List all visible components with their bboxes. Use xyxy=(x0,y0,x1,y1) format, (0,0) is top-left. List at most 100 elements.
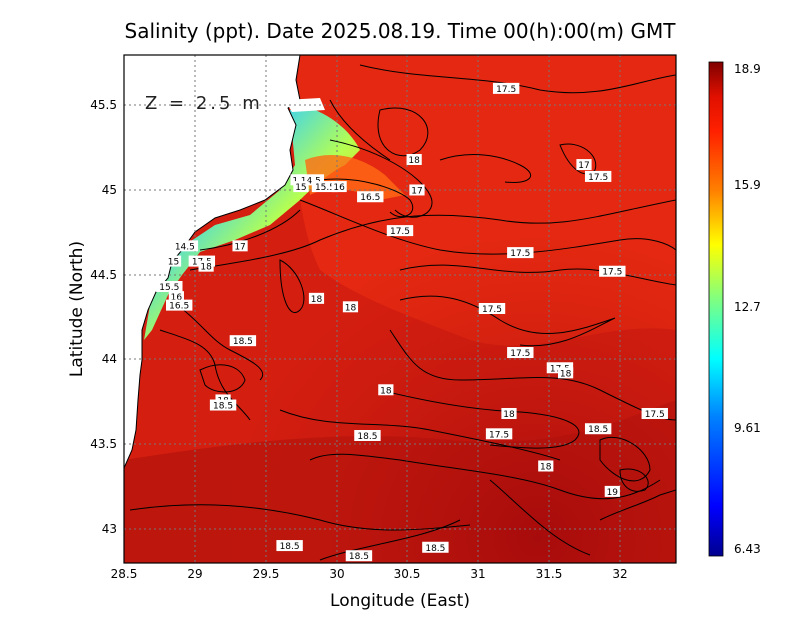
contour-label-text: 16 xyxy=(333,183,345,193)
contour-label-text: 18 xyxy=(503,410,515,420)
contour-label-text: 17.5 xyxy=(489,430,509,440)
contour-label-box xyxy=(641,407,668,419)
y-tick-label: 44 xyxy=(102,352,117,366)
contour-label-text: 18.5 xyxy=(280,542,300,552)
colorbar-label: 18.9 xyxy=(734,62,761,76)
depth-label: Z = 2.5 m xyxy=(145,93,263,114)
contour-label-box xyxy=(378,384,394,396)
contour-label-box xyxy=(297,174,325,186)
contour-label: 18 xyxy=(406,153,422,166)
contour-label-text: 18.5 xyxy=(425,544,445,554)
contour-label-text: 17.5 xyxy=(602,268,622,278)
colorbar-label: 12.7 xyxy=(734,300,761,314)
contour-label-text: 16.5 xyxy=(169,302,189,312)
contour-label-box xyxy=(507,347,534,359)
contour-label-box xyxy=(331,181,347,193)
contour-label-text: 18 xyxy=(540,462,552,472)
contour-label-text: 17 xyxy=(578,161,589,171)
contour-label: 18.5 xyxy=(229,335,257,347)
contour-label-text: 15 xyxy=(295,183,306,193)
contour-label-box xyxy=(229,335,257,347)
x-tick-label: 31.5 xyxy=(536,567,563,581)
contour-label: 17.5 xyxy=(492,82,520,95)
contour-label: 18.5 xyxy=(354,430,381,442)
contour-label-text: 18 xyxy=(311,295,323,305)
contour-label-text: 15.5 xyxy=(315,183,335,193)
x-tick-label: 29 xyxy=(187,567,202,581)
y-tick-label: 45 xyxy=(102,183,117,197)
contour-label: 16 xyxy=(331,181,347,193)
contour-label: 18.5 xyxy=(345,550,373,562)
contour-label: 14.5 xyxy=(297,174,325,186)
contour-label-text: 18.5 xyxy=(213,402,233,412)
contour-label-text: 18 xyxy=(345,303,357,313)
contour-label: 17.5 xyxy=(641,407,668,420)
contour-label-text: 17.5 xyxy=(510,349,530,359)
x-tick-label: 30.5 xyxy=(394,567,421,581)
contour-label-box xyxy=(345,550,373,562)
contour-label: 17 xyxy=(409,184,425,196)
contour-label: 17 xyxy=(232,240,248,252)
contour-label: 18 xyxy=(198,260,214,273)
contour-label: 18 xyxy=(538,460,554,472)
contour-label-box xyxy=(406,153,422,165)
chart-title: Salinity (ppt). Date 2025.08.19. Time 00… xyxy=(125,19,677,43)
contour-label: 16 xyxy=(168,291,184,303)
contour-label-text: 14.5 xyxy=(175,242,195,252)
colorbar: 18.9 15.9 12.7 9.61 6.43 xyxy=(708,61,761,557)
contour-label-text: 18.5 xyxy=(233,337,253,347)
contour-label-text: 15.5 xyxy=(159,283,179,293)
contour-label-box xyxy=(354,430,381,441)
contour-label-box xyxy=(342,301,359,313)
contour-label-text: 18 xyxy=(380,386,392,396)
y-axis: 43 43.5 44 44.5 45 45.5 xyxy=(90,98,117,536)
x-tick-label: 31 xyxy=(470,567,485,581)
contour-label-box xyxy=(558,367,574,379)
x-tick-label: 29.5 xyxy=(253,567,280,581)
grid-lines xyxy=(124,55,676,563)
contour-label-box xyxy=(209,399,237,411)
contour-label-box xyxy=(357,191,384,203)
contour-label-box xyxy=(584,170,612,182)
contour-label: 17.5 xyxy=(386,225,414,237)
contour-label-box xyxy=(171,240,199,252)
contour-label: 17 xyxy=(576,159,592,171)
contour-label-box xyxy=(166,299,193,311)
plot-frame xyxy=(123,54,677,564)
contour-label-text: 15 xyxy=(168,258,179,268)
colorbar-label: 15.9 xyxy=(734,178,761,192)
contour-label: 18 xyxy=(342,301,359,313)
contour-label: 19 xyxy=(604,485,620,498)
contour-label-box xyxy=(492,82,520,94)
contour-label-box xyxy=(604,485,620,497)
contour-label: 15.5 xyxy=(156,280,183,293)
contour-label: 14.5 xyxy=(171,240,199,252)
contour-label-box xyxy=(293,181,309,193)
contour-label-box xyxy=(599,265,626,277)
contour-label-box xyxy=(485,428,513,440)
contour-label-box xyxy=(584,423,612,435)
contour-label-box xyxy=(168,291,184,303)
colorbar-gradient xyxy=(708,61,724,557)
contour-label-text: 17.5 xyxy=(588,173,608,183)
contour-label-text: 18.5 xyxy=(588,425,608,435)
contour-label-box xyxy=(538,460,554,472)
contour-label-text: 17 xyxy=(234,242,245,252)
contour-label: 17.5 xyxy=(485,428,513,440)
contour-label-text: 18 xyxy=(200,263,212,273)
contour-label-box xyxy=(165,255,182,267)
contour-label: 18 xyxy=(308,292,325,305)
y-tick-label: 44.5 xyxy=(90,268,117,282)
contour-label-text: 17.5 xyxy=(482,305,502,315)
contour-label: 15 xyxy=(165,255,182,268)
x-axis: 28.5 29 29.5 30 30.5 31 31.5 32 xyxy=(111,567,628,581)
colorbar-label: 6.43 xyxy=(734,542,761,556)
contour-label-text: 18.5 xyxy=(357,432,377,442)
contour-label: 17.5 xyxy=(599,265,626,278)
contour-label: 18 xyxy=(378,384,394,396)
contour-label-box xyxy=(576,159,592,171)
contour-label-text: 17 xyxy=(411,186,422,196)
y-axis-label: Latitude (North) xyxy=(67,241,87,377)
contour-label-text: 19 xyxy=(607,488,619,498)
